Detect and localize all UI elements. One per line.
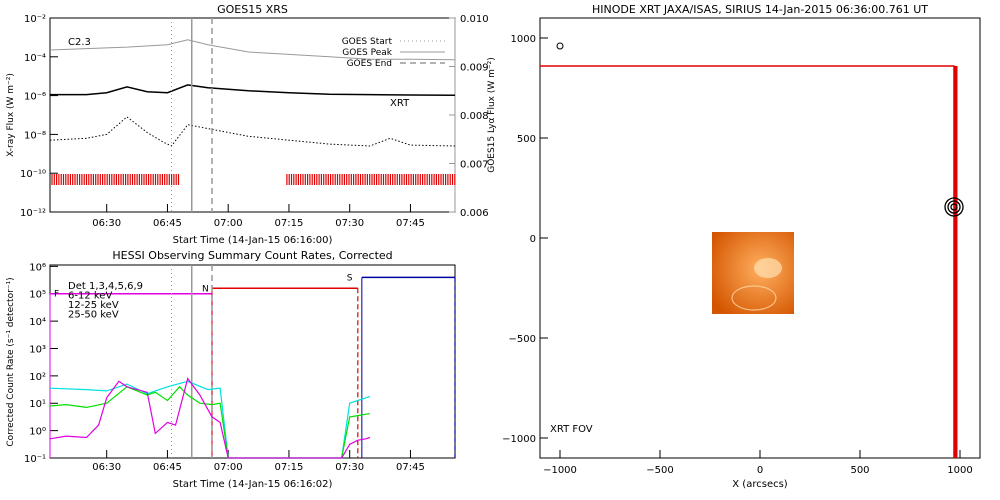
hessi-x-tick-label: 07:30: [335, 462, 364, 473]
xrt-x-label: X (arcsecs): [732, 479, 788, 490]
xrt-solar-bright-region: [754, 258, 782, 278]
goes-y-label: X-ray Flux (W m⁻²): [6, 73, 16, 157]
hessi-legend-label: Det 1,3,4,5,6,9: [68, 281, 143, 292]
goes-x-tick-label: 07:15: [275, 218, 304, 229]
goes-series-line: [49, 116, 456, 147]
hessi-y-tick-label: 10²: [29, 372, 46, 383]
hessi-x-tick-label: 07:15: [275, 462, 304, 473]
xrt-y-tick-label: 1000: [511, 34, 536, 45]
hessi-x-tick-label: 07:00: [214, 462, 243, 473]
hessi-legend-label: 12-25 keV: [68, 300, 119, 311]
goes-x-tick-label: 07:30: [335, 218, 364, 229]
hessi-x-tick-label: 06:45: [153, 462, 182, 473]
goes-x-tick-label: 06:45: [153, 218, 182, 229]
xrt-x-tick-label: 1000: [947, 465, 972, 476]
hessi-y-tick-label: 10⁶: [29, 262, 46, 273]
hessi-y-tick-label: 10⁵: [29, 290, 46, 301]
hessi-y-tick-label: 10³: [29, 344, 46, 355]
goes-y2-tick-label: 0.010: [460, 14, 489, 25]
hessi-legend-label: 25-50 keV: [68, 310, 119, 321]
hessi-series-line: [49, 380, 371, 459]
xrt-x-tick-label: −500: [646, 465, 673, 476]
goes-x-tick-label: 07:00: [214, 218, 243, 229]
hessi-x-tick-label: 07:45: [396, 462, 425, 473]
hessi-marker-label: F: [54, 290, 59, 300]
xrt-fov-box: [540, 65, 955, 458]
goes-y-tick-label: 10⁻²: [24, 14, 46, 25]
hessi-title: HESSI Observing Summary Count Rates, Cor…: [112, 249, 392, 262]
hessi-y-tick-label: 10⁰: [29, 427, 46, 438]
goes-y2-tick-label: 0.008: [460, 111, 489, 122]
hessi-marker-label: N: [202, 284, 209, 294]
goes-y-tick-label: 10⁻⁴: [24, 53, 46, 64]
xrt-y-tick-label: 500: [517, 134, 536, 145]
goes-series-line: [50, 84, 456, 96]
goes-x-tick-label: 06:30: [92, 218, 121, 229]
goes-series-line: [49, 39, 456, 61]
hessi-y-tick-label: 10⁻¹: [24, 454, 46, 465]
goes-title: GOES15 XRS: [217, 3, 288, 16]
xrt-y-tick-label: 0: [530, 234, 536, 245]
hessi-marker-label: S: [347, 273, 353, 283]
goes-legend-label: GOES Start: [342, 37, 393, 47]
xrt-small-circle: [556, 42, 564, 50]
xrt-x-tick-label: 0: [757, 465, 763, 476]
hessi-series-line: [49, 385, 371, 459]
goes-x-tick-label: 07:45: [396, 218, 425, 229]
xrt-target-contour: [944, 197, 964, 217]
goes-xrt-label: XRT: [390, 98, 410, 109]
hessi-y-tick-label: 10¹: [29, 399, 46, 410]
hessi-x-tick-label: 06:30: [92, 462, 121, 473]
goes-y-tick-label: 10⁻⁸: [24, 130, 46, 141]
goes-x-label: Start Time (14-Jan-15 06:16:00): [173, 235, 333, 246]
hessi-legend-label: 6-12 keV: [68, 291, 112, 302]
goes-y-tick-label: 10⁻¹²: [20, 208, 46, 219]
xrt-target-contour: [947, 200, 961, 214]
goes-y2-tick-label: 0.009: [460, 63, 489, 74]
goes-y2-label: GOES15 Lyα Flux (W m⁻²): [487, 57, 497, 173]
hessi-y-label: Corrected Count Rate (s⁻¹ detector⁻¹): [6, 277, 16, 446]
xrt-x-tick-label: −1000: [543, 465, 577, 476]
goes-legend-label: GOES Peak: [342, 48, 392, 58]
goes-class-label: C2.3: [68, 37, 91, 48]
goes-plot-frame: [49, 17, 456, 213]
hessi-series-line: [49, 377, 371, 459]
xrt-title: HINODE XRT JAXA/ISAS, SIRIUS 14-Jan-2015…: [592, 3, 928, 16]
xrt-target-contour: [950, 203, 958, 211]
goes-y2-tick-label: 0.006: [460, 208, 489, 219]
xrt-solar-image: [712, 232, 794, 314]
xrt-solar-loop: [731, 285, 777, 311]
xrt-x-tick-label: 500: [850, 465, 869, 476]
goes-y2-tick-label: 0.007: [460, 160, 489, 171]
goes-y-tick-label: 10⁻¹⁰: [20, 169, 46, 180]
hessi-y-tick-label: 10⁴: [29, 317, 46, 328]
hessi-x-label: Start Time (14-Jan-15 06:16:02): [173, 479, 333, 490]
goes-legend-label: GOES End: [347, 59, 392, 69]
xrt-y-tick-label: −1000: [502, 434, 536, 445]
xrt-fov-label: XRT FOV: [550, 424, 593, 435]
goes-y-tick-label: 10⁻⁶: [24, 92, 46, 103]
xrt-y-tick-label: −500: [509, 334, 536, 345]
